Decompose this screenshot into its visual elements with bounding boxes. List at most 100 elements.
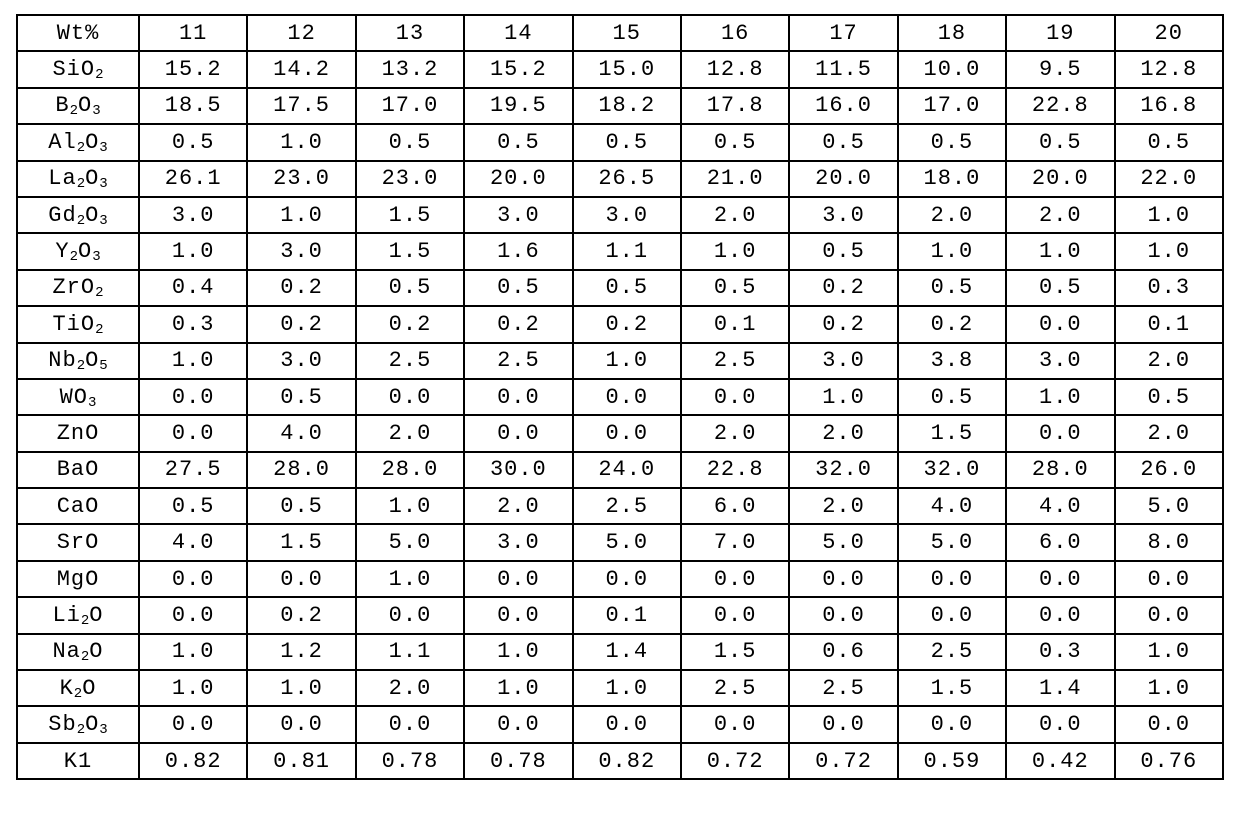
data-cell: 32.0 [789,452,897,488]
data-cell: 0.0 [898,706,1006,742]
data-cell: 1.2 [247,634,355,670]
row-label-cell: MgO [17,561,139,597]
data-cell: 1.0 [139,670,247,706]
data-cell: 4.0 [898,488,1006,524]
data-cell: 0.0 [898,561,1006,597]
data-cell: 1.0 [356,488,464,524]
data-cell: 23.0 [356,161,464,197]
row-label-cell: K1 [17,743,139,779]
row-label-cell: Li2O [17,597,139,633]
data-cell: 4.0 [247,415,355,451]
data-cell: 1.0 [1006,379,1114,415]
data-cell: 2.5 [898,634,1006,670]
column-header: 19 [1006,15,1114,51]
data-cell: 0.5 [681,124,789,160]
data-cell: 3.0 [573,197,681,233]
data-cell: 6.0 [1006,524,1114,560]
data-cell: 0.1 [573,597,681,633]
data-cell: 18.2 [573,88,681,124]
data-cell: 3.8 [898,343,1006,379]
data-cell: 5.0 [789,524,897,560]
data-cell: 0.5 [789,124,897,160]
data-cell: 0.0 [1115,561,1223,597]
data-cell: 14.2 [247,51,355,87]
data-cell: 8.0 [1115,524,1223,560]
column-header: 12 [247,15,355,51]
table-row: Gd2O33.01.01.53.03.02.03.02.02.01.0 [17,197,1223,233]
row-label-cell: SrO [17,524,139,560]
data-cell: 0.5 [139,488,247,524]
data-cell: 0.82 [573,743,681,779]
row-label-cell: Al2O3 [17,124,139,160]
data-cell: 20.0 [464,161,572,197]
data-cell: 1.0 [573,343,681,379]
data-cell: 1.0 [356,561,464,597]
data-cell: 0.0 [898,597,1006,633]
data-cell: 0.2 [247,597,355,633]
data-cell: 0.3 [1115,270,1223,306]
data-cell: 0.0 [464,706,572,742]
data-cell: 28.0 [1006,452,1114,488]
data-cell: 2.0 [1115,415,1223,451]
data-cell: 15.2 [464,51,572,87]
data-cell: 0.59 [898,743,1006,779]
row-label-cell: La2O3 [17,161,139,197]
data-cell: 0.5 [1115,379,1223,415]
data-cell: 0.0 [1006,706,1114,742]
data-cell: 0.0 [464,597,572,633]
data-cell: 2.0 [789,415,897,451]
data-cell: 0.5 [789,233,897,269]
data-cell: 2.0 [356,415,464,451]
data-cell: 0.0 [573,561,681,597]
data-cell: 2.0 [1115,343,1223,379]
data-cell: 2.0 [356,670,464,706]
data-cell: 0.5 [464,270,572,306]
composition-table: Wt%11121314151617181920SiO215.214.213.21… [16,14,1224,780]
data-cell: 2.0 [681,197,789,233]
row-label-cell: Nb2O5 [17,343,139,379]
data-cell: 0.3 [1006,634,1114,670]
data-cell: 15.2 [139,51,247,87]
data-cell: 0.0 [573,706,681,742]
column-header: 16 [681,15,789,51]
data-cell: 22.0 [1115,161,1223,197]
data-cell: 1.0 [247,670,355,706]
data-cell: 3.0 [464,197,572,233]
data-cell: 1.0 [1115,197,1223,233]
data-cell: 1.0 [247,197,355,233]
data-cell: 0.0 [464,379,572,415]
data-cell: 0.82 [139,743,247,779]
data-cell: 0.1 [681,306,789,342]
column-header: 17 [789,15,897,51]
data-cell: 12.8 [681,51,789,87]
data-cell: 4.0 [1006,488,1114,524]
data-cell: 0.4 [139,270,247,306]
data-cell: 0.78 [464,743,572,779]
data-cell: 1.5 [356,197,464,233]
data-cell: 3.0 [247,233,355,269]
data-cell: 1.0 [1006,233,1114,269]
data-cell: 0.5 [898,270,1006,306]
data-cell: 3.0 [139,197,247,233]
data-cell: 27.5 [139,452,247,488]
table-row: Li2O0.00.20.00.00.10.00.00.00.00.0 [17,597,1223,633]
data-cell: 22.8 [1006,88,1114,124]
data-cell: 0.78 [356,743,464,779]
data-cell: 0.0 [356,597,464,633]
data-cell: 1.0 [139,634,247,670]
data-cell: 0.5 [356,270,464,306]
table-row: BaO27.528.028.030.024.022.832.032.028.02… [17,452,1223,488]
table-row: Nb2O51.03.02.52.51.02.53.03.83.02.0 [17,343,1223,379]
data-cell: 0.5 [573,270,681,306]
table-container: Wt%11121314151617181920SiO215.214.213.21… [0,0,1240,794]
data-cell: 0.2 [573,306,681,342]
data-cell: 0.0 [464,561,572,597]
data-cell: 13.2 [356,51,464,87]
data-cell: 19.5 [464,88,572,124]
data-cell: 1.0 [1115,634,1223,670]
data-cell: 2.5 [573,488,681,524]
data-cell: 3.0 [247,343,355,379]
data-cell: 15.0 [573,51,681,87]
data-cell: 18.0 [898,161,1006,197]
table-row: B2O318.517.517.019.518.217.816.017.022.8… [17,88,1223,124]
